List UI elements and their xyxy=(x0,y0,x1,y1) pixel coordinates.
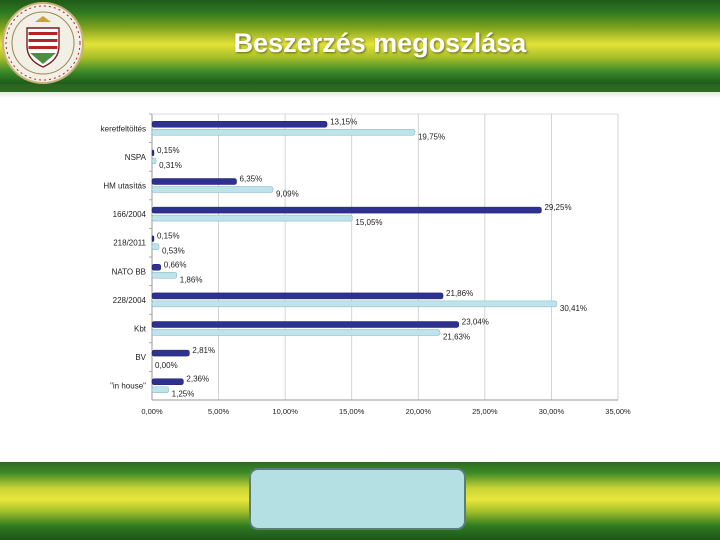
data-label: 13,15% xyxy=(330,117,357,126)
category-label: NSPA xyxy=(125,153,147,162)
x-tick-label: 10,00% xyxy=(272,407,298,416)
bar-series-1 xyxy=(151,264,162,271)
data-label: 0,15% xyxy=(157,232,180,241)
data-label: 1,86% xyxy=(180,275,203,284)
data-label: 6,35% xyxy=(240,175,263,184)
x-tick-label: 35,00% xyxy=(605,407,631,416)
x-tick-label: 15,00% xyxy=(339,407,365,416)
bar-series-1 xyxy=(151,292,444,300)
bar-series-1 xyxy=(151,206,542,214)
bar-series-2 xyxy=(151,214,353,222)
university-seal-icon xyxy=(2,2,84,84)
slide-title: Beszerzés megoszlása xyxy=(233,28,527,58)
bar-series-1 xyxy=(151,321,460,328)
data-label: 0,31% xyxy=(159,161,182,170)
bar-series-1 xyxy=(151,178,237,185)
header-band xyxy=(0,0,720,92)
category-label: 228/2004 xyxy=(113,296,147,305)
data-label: 2,81% xyxy=(192,346,215,355)
x-tick-label: 5,00% xyxy=(208,407,230,416)
bar-series-1 xyxy=(151,121,328,128)
data-label: 21,63% xyxy=(443,333,470,342)
data-label: 0,15% xyxy=(157,146,180,155)
bar-chart: 0,00% 5,00% 10,00% 15,00% 20,00% 25,00% 30,00%… xyxy=(101,113,631,416)
x-tick-label: 0,00% xyxy=(141,407,163,416)
data-label: 21,86% xyxy=(446,289,473,298)
category-label: Kbt xyxy=(134,325,147,334)
category-label: keretfeltöltés xyxy=(101,124,146,133)
data-label: 29,25% xyxy=(544,203,571,212)
x-tick-label: 30,00% xyxy=(539,407,565,416)
category-label: BV xyxy=(135,353,146,362)
bar-series-2 xyxy=(151,329,441,336)
category-label: NATO BB xyxy=(112,267,146,276)
category-label: 218/2011 xyxy=(113,239,146,248)
bar-series-2 xyxy=(151,300,558,308)
x-tick-label: 20,00% xyxy=(406,407,432,416)
bar-series-2 xyxy=(151,186,274,193)
bar-series-2 xyxy=(151,129,416,136)
bar-series-1 xyxy=(151,235,155,242)
x-tick-label: 25,00% xyxy=(472,407,498,416)
category-label: HM utasítás xyxy=(103,182,146,191)
bar-series-1 xyxy=(151,149,155,157)
data-label: 0,66% xyxy=(164,260,187,269)
data-label: 23,04% xyxy=(462,318,489,327)
bar-series-2 xyxy=(151,386,169,393)
data-label: 1,25% xyxy=(172,390,195,399)
bar-series-2 xyxy=(151,243,160,250)
data-label: 2,36% xyxy=(186,375,209,384)
category-label: 166/2004 xyxy=(113,210,147,219)
category-label: "in house" xyxy=(110,382,146,391)
data-label: 15,05% xyxy=(355,218,382,227)
data-label: 9,09% xyxy=(276,190,299,199)
bar-series-2 xyxy=(151,157,157,165)
data-label: 30,41% xyxy=(560,304,587,313)
data-label: 0,00% xyxy=(155,361,178,370)
data-label: 19,75% xyxy=(418,132,445,141)
bar-series-2 xyxy=(151,272,178,279)
footer-box xyxy=(249,468,466,530)
data-label: 0,53% xyxy=(162,247,185,256)
header-fade xyxy=(0,84,720,98)
bar-series-1 xyxy=(151,349,190,357)
bar-series-1 xyxy=(151,378,184,385)
